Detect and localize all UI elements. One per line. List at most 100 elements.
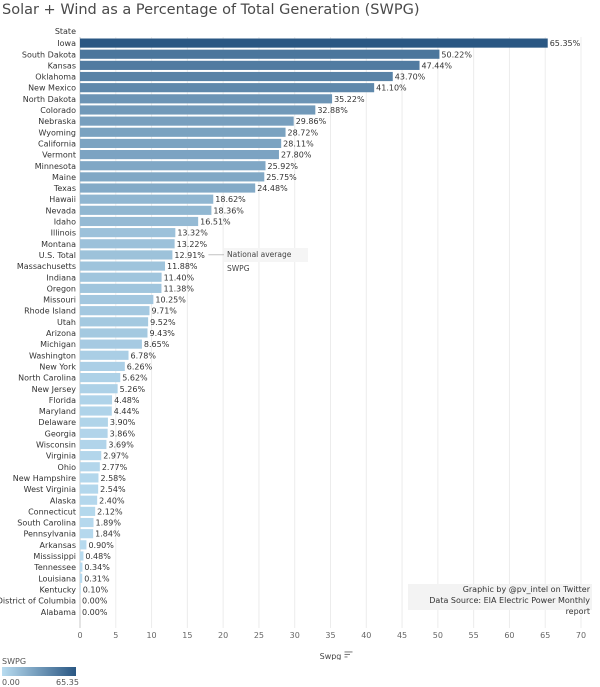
x-tick-15: 15 <box>182 631 192 640</box>
bar-nebraska[interactable] <box>80 116 294 126</box>
value-label-louisiana: 0.31% <box>84 574 110 583</box>
bar-arizona[interactable] <box>80 328 148 338</box>
bar-hawaii[interactable] <box>80 194 214 204</box>
category-label-south-dakota: South Dakota <box>22 50 76 59</box>
bar-new-mexico[interactable] <box>80 83 375 93</box>
bar-ohio[interactable] <box>80 462 100 472</box>
bar-south-dakota[interactable] <box>80 49 440 59</box>
bar-washington[interactable] <box>80 350 129 360</box>
bar-maine[interactable] <box>80 172 265 182</box>
bar-iowa[interactable] <box>80 38 548 48</box>
x-tick-55: 55 <box>469 631 479 640</box>
bar-delaware[interactable] <box>80 417 108 427</box>
category-label-alabama: Alabama <box>41 608 76 617</box>
bar-indiana[interactable] <box>80 272 162 282</box>
category-label-oregon: Oregon <box>47 284 76 293</box>
category-label-west-virginia: West Virginia <box>24 485 76 494</box>
bar-minnesota[interactable] <box>80 161 266 171</box>
x-tick-35: 35 <box>325 631 335 640</box>
bar-florida[interactable] <box>80 395 113 405</box>
bar-south-carolina[interactable] <box>80 517 94 528</box>
category-label-kansas: Kansas <box>48 61 76 70</box>
value-label-kansas: 47.44% <box>422 61 453 70</box>
color-legend-gradient[interactable] <box>2 667 76 676</box>
value-label-minnesota: 25.92% <box>268 162 299 171</box>
category-label-missouri: Missouri <box>43 296 76 305</box>
bar-illinois[interactable] <box>80 228 176 238</box>
category-label-michigan: Michigan <box>40 340 76 349</box>
bar-colorado[interactable] <box>80 105 316 115</box>
bar-louisiana[interactable] <box>80 573 83 583</box>
value-label-new-hampshire: 2.58% <box>100 474 126 483</box>
value-label-oregon: 11.38% <box>163 284 194 293</box>
category-label-kentucky: Kentucky <box>39 585 76 594</box>
bar-oregon[interactable] <box>80 283 162 293</box>
value-label-indiana: 11.40% <box>164 273 195 282</box>
value-label-south-dakota: 50.22% <box>441 50 472 59</box>
value-label-hawaii: 18.62% <box>215 195 246 204</box>
category-label-u-s-total: U.S. Total <box>39 251 76 260</box>
bar-idaho[interactable] <box>80 216 199 227</box>
bar-utah[interactable] <box>80 317 149 327</box>
legend-title: SWPG <box>2 657 27 666</box>
bar-u-s-total[interactable] <box>80 250 173 260</box>
bar-new-hampshire[interactable] <box>80 473 99 483</box>
x-axis-label: Swpg <box>320 652 342 660</box>
value-label-rhode-island: 9.71% <box>151 307 177 316</box>
category-label-new-york: New York <box>39 362 76 371</box>
bar-chart[interactable]: State Iowa 65.35% South Dakota 50.22% Kansas 4… <box>0 0 600 660</box>
category-label-louisiana: Louisiana <box>38 574 76 583</box>
value-label-west-virginia: 2.54% <box>100 485 126 494</box>
bar-michigan[interactable] <box>80 339 142 349</box>
bar-pennsylvania[interactable] <box>80 529 94 539</box>
bar-georgia[interactable] <box>80 428 108 438</box>
bar-vermont[interactable] <box>80 150 279 160</box>
bar-montana[interactable] <box>80 239 175 249</box>
bar-connecticut[interactable] <box>80 506 96 516</box>
bar-missouri[interactable] <box>80 294 154 305</box>
category-label-idaho: Idaho <box>54 218 76 227</box>
bar-california[interactable] <box>80 138 282 148</box>
bar-alaska[interactable] <box>80 495 98 505</box>
category-label-hawaii: Hawaii <box>49 195 76 204</box>
bar-new-york[interactable] <box>80 361 125 371</box>
bar-oklahoma[interactable] <box>80 71 393 82</box>
x-tick-20: 20 <box>218 631 228 640</box>
bar-west-virginia[interactable] <box>80 484 99 494</box>
x-tick-45: 45 <box>397 631 407 640</box>
value-label-kentucky: 0.10% <box>83 585 109 594</box>
category-label-new-mexico: New Mexico <box>28 84 76 93</box>
x-tick-25: 25 <box>254 631 264 640</box>
bar-maryland[interactable] <box>80 406 112 416</box>
value-label-utah: 9.52% <box>150 318 176 327</box>
value-label-montana: 13.22% <box>177 240 208 249</box>
bar-north-carolina[interactable] <box>80 373 121 383</box>
bar-wyoming[interactable] <box>80 127 286 137</box>
category-label-utah: Utah <box>57 318 76 327</box>
value-label-georgia: 3.86% <box>110 429 136 438</box>
value-label-new-mexico: 41.10% <box>376 84 407 93</box>
bar-texas[interactable] <box>80 183 256 193</box>
value-label-mississippi: 0.48% <box>85 552 111 561</box>
category-label-indiana: Indiana <box>46 273 76 282</box>
bar-kentucky[interactable] <box>80 584 81 594</box>
legend-min-label: 0.00 <box>2 678 20 687</box>
bar-north-dakota[interactable] <box>80 94 333 104</box>
category-label-pennsylvania: Pennsylvania <box>23 530 76 539</box>
bar-kansas[interactable] <box>80 60 420 70</box>
bar-new-jersey[interactable] <box>80 384 118 394</box>
bar-mississippi[interactable] <box>80 551 84 561</box>
x-tick-70: 70 <box>576 631 586 640</box>
bar-arkansas[interactable] <box>80 540 87 550</box>
bar-massachusetts[interactable] <box>80 261 166 271</box>
bar-nevada[interactable] <box>80 205 212 215</box>
category-label-arizona: Arizona <box>46 329 76 338</box>
category-label-south-carolina: South Carolina <box>17 519 76 528</box>
value-label-north-dakota: 35.22% <box>334 95 365 104</box>
value-label-wisconsin: 3.69% <box>108 441 134 450</box>
bar-virginia[interactable] <box>80 451 102 461</box>
bar-tennessee[interactable] <box>80 562 83 572</box>
category-label-minnesota: Minnesota <box>35 162 76 171</box>
bar-wisconsin[interactable] <box>80 439 107 450</box>
bar-rhode-island[interactable] <box>80 306 150 316</box>
